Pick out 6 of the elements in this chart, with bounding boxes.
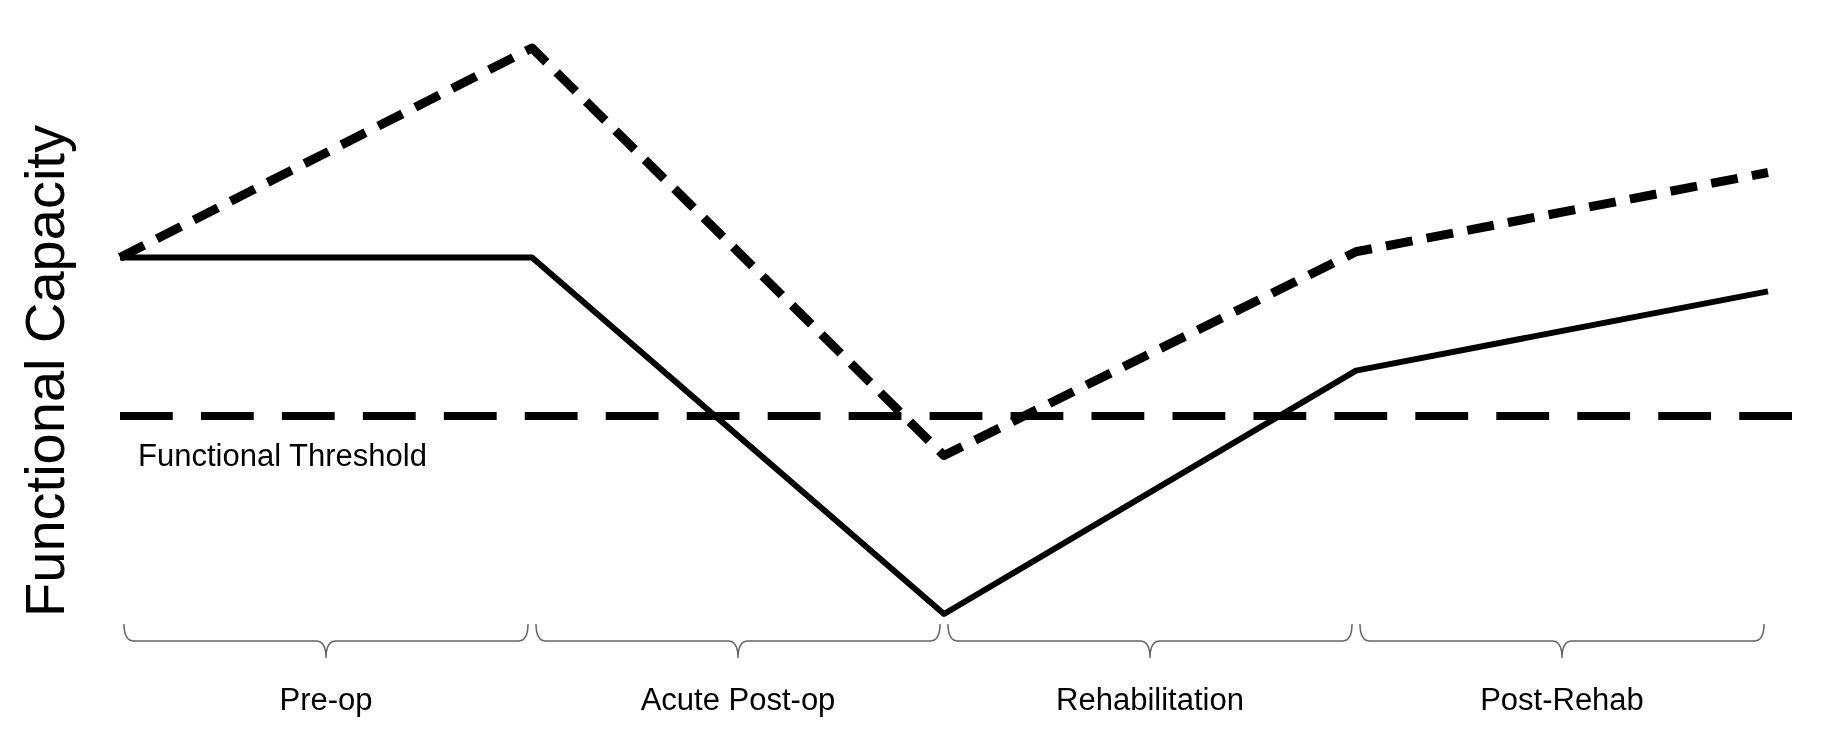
text: Rehabilitation <box>1056 682 1244 717</box>
text: Acute Post-op <box>640 682 836 717</box>
y-axis-title: Functional Capacity <box>13 125 76 617</box>
text: Post-Rehab <box>1480 682 1644 717</box>
ref-line-label: Functional Threshold <box>138 437 427 473</box>
text: Pre-op <box>279 682 373 717</box>
